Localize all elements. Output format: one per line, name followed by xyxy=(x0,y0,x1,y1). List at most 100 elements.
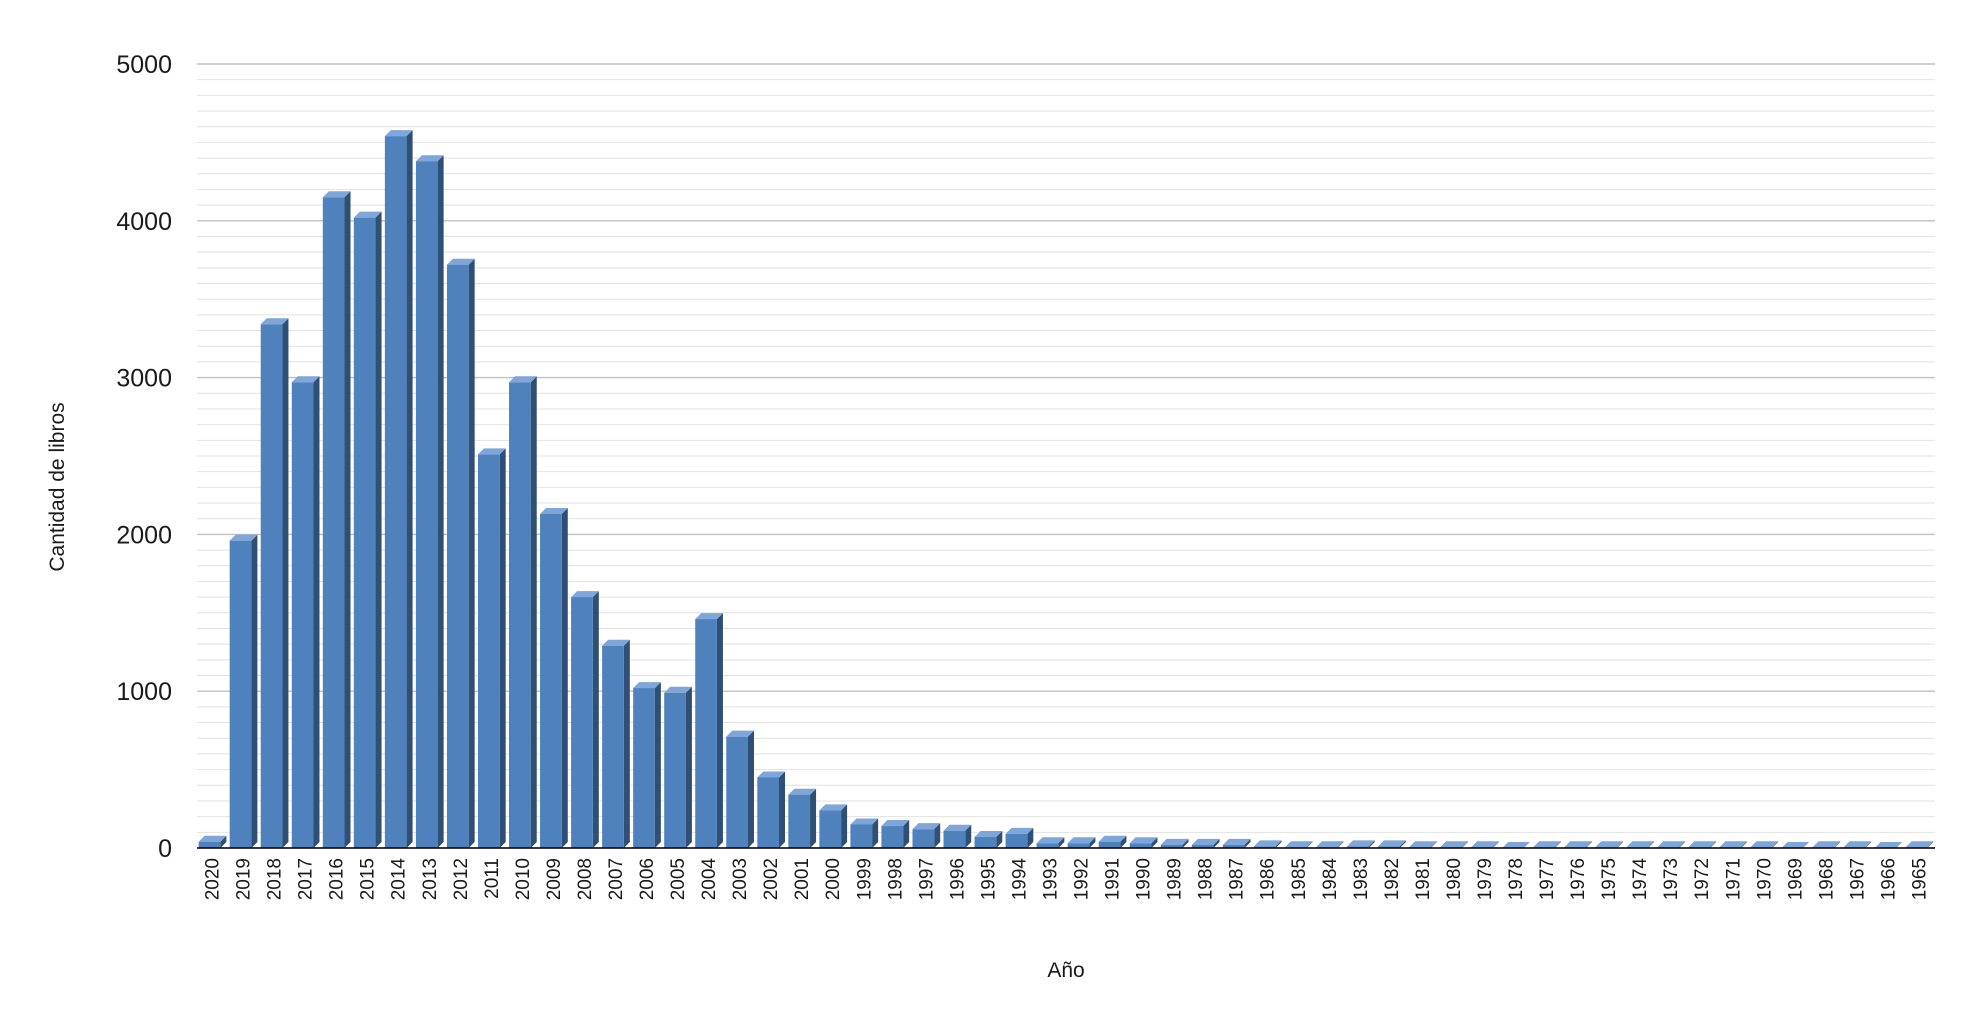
bar xyxy=(1409,841,1437,848)
bar xyxy=(944,825,972,848)
bar-side xyxy=(686,687,692,848)
bar xyxy=(1378,840,1406,848)
bar xyxy=(1533,841,1561,848)
x-tick-label: 1966 xyxy=(1878,858,1899,900)
bar xyxy=(540,508,568,848)
x-tick-label: 2019 xyxy=(234,858,255,900)
bar xyxy=(261,318,289,848)
x-tick-label: 2013 xyxy=(420,858,441,900)
bar-side xyxy=(779,771,785,848)
bar-top xyxy=(1564,841,1592,847)
bar xyxy=(230,535,258,848)
x-tick-label: 2015 xyxy=(358,858,379,900)
y-tick-label: 0 xyxy=(158,835,172,863)
bar-front xyxy=(230,541,252,848)
y-tick-label: 4000 xyxy=(116,208,172,236)
bar xyxy=(1471,841,1499,848)
bar-side xyxy=(562,508,568,848)
bar-front xyxy=(416,161,438,848)
x-tick-label: 2016 xyxy=(327,858,348,900)
x-tick-label: 1965 xyxy=(1909,858,1930,900)
bar-side xyxy=(531,376,537,848)
bar xyxy=(1688,841,1716,848)
bar-front xyxy=(1099,842,1121,848)
x-tick-label: 2010 xyxy=(513,858,534,900)
bar-top xyxy=(1595,841,1623,847)
bar-front xyxy=(850,824,872,848)
x-tick-label: 1970 xyxy=(1754,858,1775,900)
bar xyxy=(633,682,661,848)
bar xyxy=(912,823,940,848)
bar xyxy=(1347,840,1375,848)
x-tick-label: 2020 xyxy=(203,858,224,900)
bar-front xyxy=(975,837,997,848)
x-tick-label: 1990 xyxy=(1134,858,1155,900)
bar xyxy=(354,212,382,848)
bar xyxy=(1626,841,1654,848)
bar xyxy=(1440,841,1468,848)
x-tick-label: 1993 xyxy=(1040,858,1061,900)
x-tick-label: 2002 xyxy=(761,858,782,900)
bar-side xyxy=(313,376,319,848)
bar xyxy=(1844,841,1872,848)
bar xyxy=(478,448,506,848)
bar-top xyxy=(1719,841,1747,847)
bar-top xyxy=(1502,842,1530,848)
x-tick-label: 2006 xyxy=(637,858,658,900)
bar-top xyxy=(1781,842,1809,848)
bar xyxy=(571,591,599,848)
bar-side xyxy=(438,155,444,848)
bar xyxy=(1564,841,1592,848)
x-tick-label: 2011 xyxy=(482,858,503,899)
bar-front xyxy=(354,218,376,848)
bar-side xyxy=(841,804,847,848)
bar-top xyxy=(1688,841,1716,847)
x-tick-label: 1978 xyxy=(1506,858,1527,900)
bar-side xyxy=(282,318,288,848)
bar xyxy=(1750,841,1778,848)
bar xyxy=(602,640,630,848)
bar xyxy=(1068,837,1096,848)
bar xyxy=(385,130,413,848)
bar-side xyxy=(748,731,754,848)
bar-front xyxy=(478,454,500,848)
x-tick-label: 2000 xyxy=(823,858,844,900)
x-tick-label: 1971 xyxy=(1723,858,1744,900)
bar xyxy=(447,259,475,848)
bar-side xyxy=(717,613,723,848)
bar xyxy=(1813,841,1841,848)
bar-side xyxy=(407,130,413,848)
x-tick-label: 1982 xyxy=(1382,858,1403,900)
bar-front xyxy=(788,795,810,848)
bar-front xyxy=(447,265,469,848)
x-tick-label: 1976 xyxy=(1568,858,1589,900)
x-tick-label: 2018 xyxy=(265,858,286,900)
bar xyxy=(1502,842,1530,848)
bar-front xyxy=(944,831,966,848)
x-tick-label: 2014 xyxy=(389,858,410,901)
bar-front xyxy=(819,810,841,848)
x-tick-label: 1998 xyxy=(885,858,906,900)
x-tick-label: 1968 xyxy=(1816,858,1837,900)
bar xyxy=(1254,840,1282,848)
x-tick-label: 2009 xyxy=(544,858,565,900)
x-axis-title: Año xyxy=(1047,959,1084,982)
bar-top xyxy=(1409,841,1437,847)
bar xyxy=(788,789,816,848)
x-tick-label: 2008 xyxy=(575,858,596,900)
x-tick-label: 2005 xyxy=(668,858,689,900)
bar xyxy=(664,687,692,848)
bar xyxy=(509,376,537,848)
bar xyxy=(292,376,320,848)
bar-front xyxy=(695,619,717,848)
x-tick-label: 1996 xyxy=(947,858,968,900)
x-tick-label: 1983 xyxy=(1351,858,1372,900)
bar-front xyxy=(199,842,221,848)
x-tick-label: 1994 xyxy=(1009,858,1030,901)
bar-top xyxy=(1471,841,1499,847)
bar xyxy=(1099,836,1127,848)
bar-front xyxy=(540,514,562,848)
bar-front xyxy=(1006,834,1028,848)
